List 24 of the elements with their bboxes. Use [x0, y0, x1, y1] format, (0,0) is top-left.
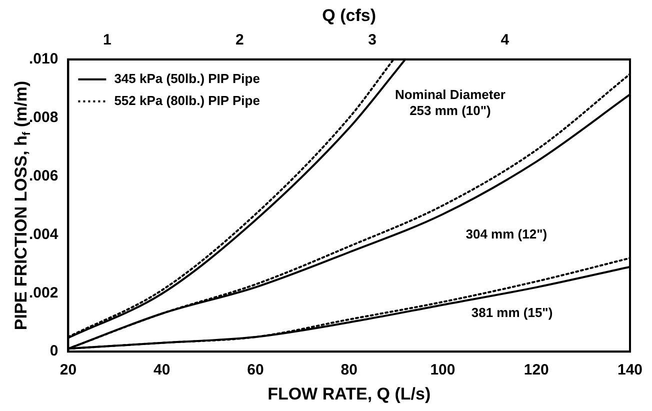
x2-axis-title: Q (cfs): [322, 6, 376, 25]
annotation: 381 mm (15"): [471, 305, 553, 320]
annotation: Nominal Diameter 253 mm (10"): [394, 86, 506, 118]
x-tick-label: 60: [247, 362, 264, 379]
x-tick-label: 40: [153, 362, 170, 379]
x-tick-label: 20: [60, 362, 77, 379]
x2-tick-label: 1: [102, 32, 112, 49]
y-tick-label: .006: [28, 167, 58, 184]
annotation: 304 mm (12"): [466, 226, 548, 242]
y-tick-label: .008: [28, 108, 58, 126]
y-tick-label: .002: [28, 284, 58, 302]
legend-label: 345 kPa (50lb.) PIP Pipe: [114, 70, 260, 86]
x-tick-label: 100: [430, 362, 456, 379]
y-tick-label: .010: [28, 50, 58, 68]
x-tick-label: 80: [340, 362, 358, 379]
x2-tick-label: 4: [500, 32, 510, 49]
y-tick-label: .004: [28, 226, 59, 243]
legend-label: 552 kPa (80lb.) PIP Pipe: [114, 92, 260, 108]
x-axis-title: FLOW RATE, Q (L/s): [268, 384, 431, 404]
y-tick-label: 0: [50, 342, 58, 360]
x-tick-label: 120: [524, 362, 549, 379]
x2-tick-label: 2: [236, 32, 244, 49]
x-tick-label: 140: [617, 362, 643, 379]
x2-tick-label: 3: [368, 32, 376, 49]
